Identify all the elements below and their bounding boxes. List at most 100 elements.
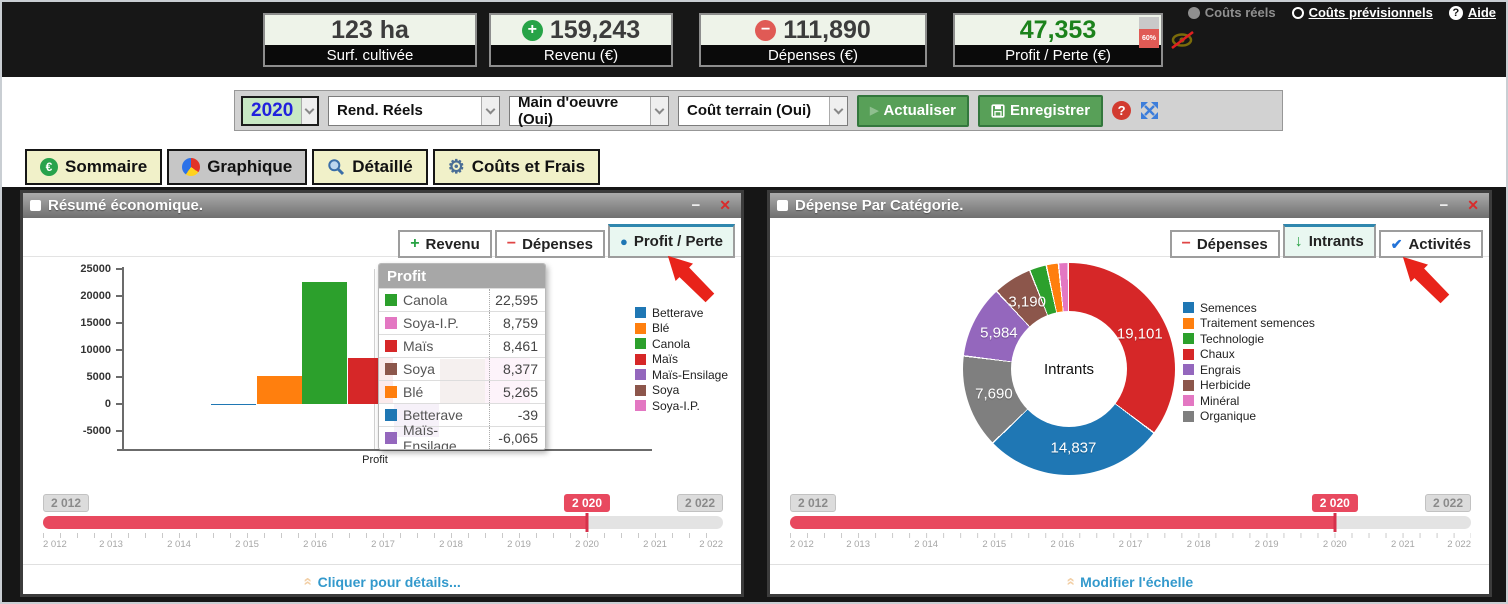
revenu-value: 159,243 [549,15,641,44]
year-tick-label: 2 014 [167,539,191,550]
expand-icon[interactable] [1140,101,1159,120]
legend-item[interactable]: Technologie [1183,331,1315,347]
legend-item[interactable]: Maïs-Ensilage [635,367,728,383]
depenses-series-button[interactable]: − Dépenses [494,230,605,258]
divider [770,564,1489,565]
legend-item[interactable]: Betterave [635,305,728,321]
details-link[interactable]: » Cliquer pour détails... [23,573,741,590]
intrants-view-button[interactable]: ↓ Intrants [1282,224,1376,258]
swatch-icon [1183,379,1194,391]
swatch-icon [385,317,397,329]
left-panel-titlebar[interactable]: Résumé économique. − ✕ [23,193,741,218]
legend-item[interactable]: Herbicide [1183,378,1315,394]
depenses-series-label: Dépenses [522,235,593,253]
swatch-icon [635,322,646,334]
swatch-icon [635,307,646,319]
swatch-icon [1183,333,1194,345]
depenses-view-button[interactable]: − Dépenses [1169,230,1280,258]
gear-icon: ⚙ [447,156,465,178]
legend-item[interactable]: Chaux [1183,347,1315,363]
rendements-select[interactable]: Rend. Réels [328,95,500,126]
legend-item[interactable]: Engrais [1183,362,1315,378]
y-tick [116,376,122,378]
bar-Betterave[interactable] [211,404,256,405]
y-tick-label: -5000 [82,425,111,437]
swatch-icon [635,353,646,365]
panel-square-icon [30,200,41,211]
main-doeuvre-select[interactable]: Main d'oeuvre (Oui) [509,94,669,128]
x-axis-line [117,449,652,451]
activites-view-button[interactable]: ✔ Activités [1378,230,1483,258]
year-tick-label: 2 022 [1447,539,1471,550]
minus-circle-icon: − [755,19,777,41]
enregistrer-button[interactable]: Enregistrer [978,94,1104,127]
profit-value: 47,353 [1019,15,1097,44]
slider-current-badge[interactable]: 2 020 [1311,494,1358,512]
tooltip-rows: Canola 22,595 Soya-I.P. 8,759 Maïs 8,461 Soya 8… [379,288,545,449]
tab-couts-frais[interactable]: ⚙ Coûts et Frais [432,149,601,185]
slider-current-badge[interactable]: 2 020 [563,494,611,512]
revenu-label: Revenu (€) [543,46,619,64]
eye-slash-icon[interactable] [1170,30,1196,50]
bar-Canola[interactable] [302,281,348,404]
tab-detaille-label: Détaillé [352,157,413,176]
legend-item[interactable]: Minéral [1183,393,1315,409]
minimize-button[interactable]: − [691,197,701,214]
bar-Blé[interactable] [256,375,302,404]
year-tick-label: 2 020 [575,539,599,550]
slider-handle[interactable] [585,513,589,532]
tab-sommaire-label: Sommaire [65,157,148,176]
couts-reels-toggle[interactable]: Coûts réels [1187,5,1276,20]
legend-item[interactable]: Blé [635,321,728,337]
close-button[interactable]: ✕ [1467,197,1479,213]
revenu-series-button[interactable]: + Revenu [398,230,492,258]
check-icon: ✔ [1390,235,1403,252]
close-button[interactable]: ✕ [719,197,731,213]
y-tick-label: 10000 [80,344,111,356]
toolbar: 2020 Rend. Réels Main d'oeuvre (Oui) Coû… [234,90,1283,131]
enregistrer-label: Enregistrer [1010,102,1091,119]
actualiser-button[interactable]: ▶ Actualiser [857,94,970,127]
tooltip-row: Maïs-Ensilage -6,065 [379,422,545,449]
right-panel-titlebar[interactable]: Dépense Par Catégorie. − ✕ [770,193,1489,218]
legend-item[interactable]: Soya-I.P. [635,398,728,414]
chevron-down-icon [301,97,317,124]
slider-track[interactable] [43,516,723,529]
swatch-icon [1183,348,1194,360]
tooltip-row: Blé 5,265 [379,380,545,403]
legend-item[interactable]: Soya [635,383,728,399]
legend-item[interactable]: Semences [1183,300,1315,316]
slider-handle[interactable] [1333,513,1337,532]
legend-item[interactable]: Maïs [635,352,728,368]
modify-scale-link[interactable]: » Modifier l'échelle [770,573,1489,590]
profit-perte-series-button[interactable]: ● Profit / Perte [607,224,735,258]
radio-empty-icon [1291,6,1304,19]
y-tick-label: 15000 [80,317,111,329]
slider-track[interactable] [790,516,1471,529]
slider-fill [790,516,1335,529]
year-tick-label: 2 017 [371,539,395,550]
cout-terrain-select[interactable]: Coût terrain (Oui) [678,95,848,126]
profit-gauge: 60% [1139,17,1159,48]
couts-previsionnels-toggle[interactable]: Coûts prévisionnels [1291,5,1433,20]
tab-detaille[interactable]: Détaillé [312,149,428,185]
legend-item[interactable]: Organique [1183,409,1315,425]
chevron-down-icon [650,96,668,125]
divider [770,256,1489,257]
slider-years: 2 012 2 013 2 014 2 015 2 016 2 017 2 018 2 019… [43,539,723,551]
minimize-button[interactable]: − [1439,197,1449,214]
left-year-slider: 2 012 2 020 2 022 2 012 2 013 2 014 2 015 2 … [43,494,723,552]
tab-graphique[interactable]: Graphique [167,149,308,185]
aide-link[interactable]: ? Aide [1448,5,1496,20]
chevrons-up-icon: » [1061,577,1079,586]
left-panel-title: Résumé économique. [48,197,204,214]
year-tick-label: 2 018 [439,539,463,550]
year-select[interactable]: 2020 [241,95,319,126]
left-series-buttons: + Revenu − Dépenses ● Profit / Perte [395,224,735,258]
couts-previsionnels-label: Coûts prévisionnels [1308,5,1433,20]
tab-sommaire[interactable]: € Sommaire [25,149,163,185]
help-circle-icon[interactable]: ? [1112,101,1132,120]
legend-item[interactable]: Traitement semences [1183,316,1315,332]
legend-item[interactable]: Canola [635,336,728,352]
modify-scale-label: Modifier l'échelle [1080,573,1194,590]
